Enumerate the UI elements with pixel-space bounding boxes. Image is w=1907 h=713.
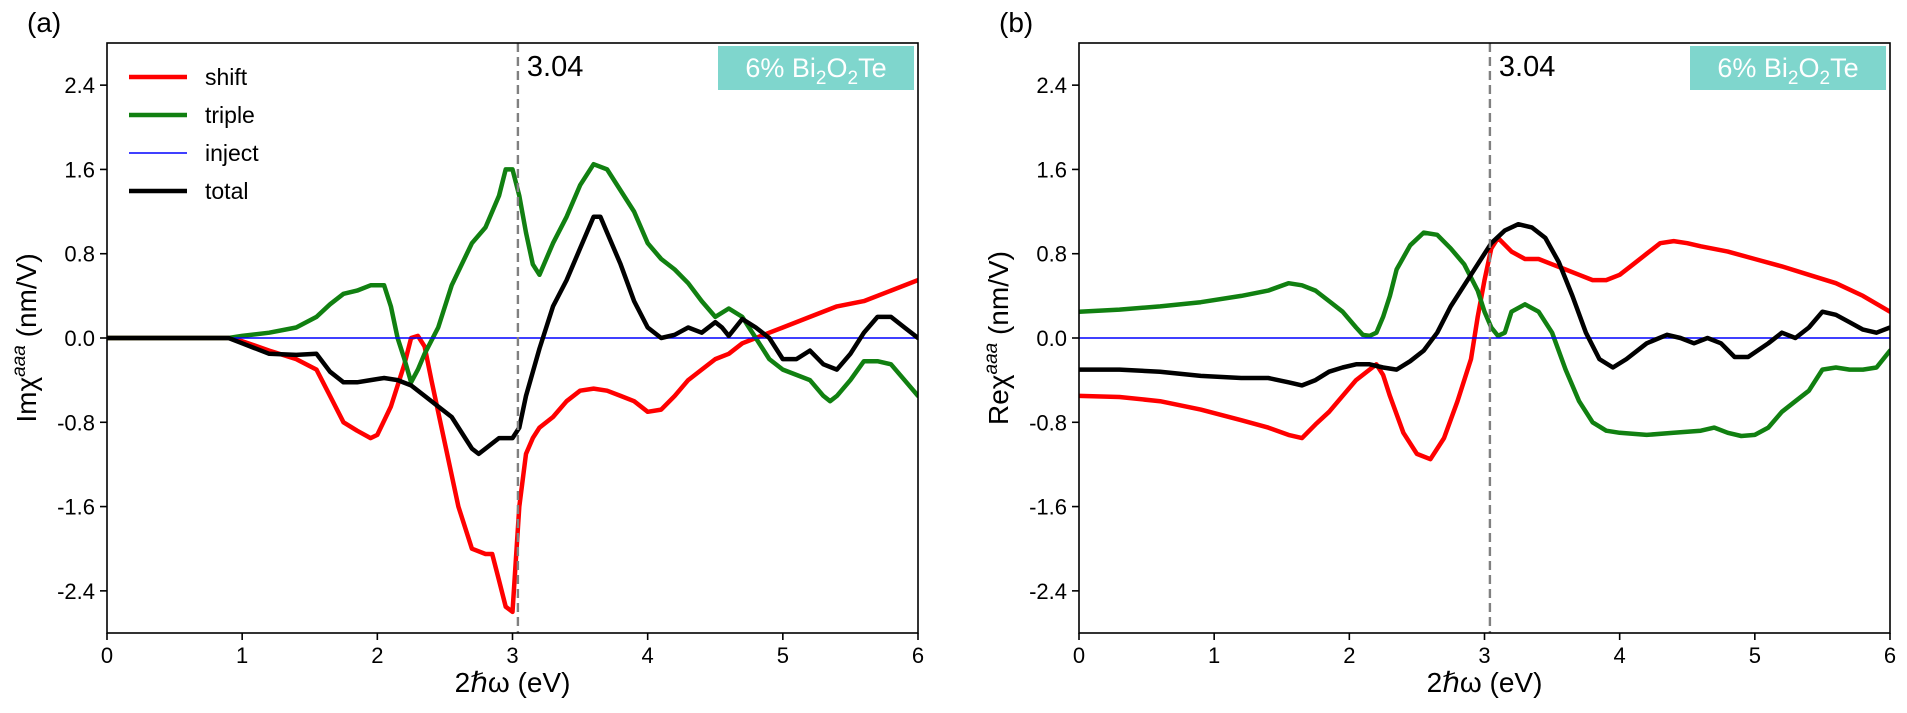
y-axis-label-unit: (nm/V)	[983, 251, 1014, 343]
panel-label: (b)	[999, 7, 1033, 38]
badge-text: 6% Bi2O2Te	[1717, 53, 1858, 89]
x-tick-label: 4	[642, 643, 654, 668]
panel-a: 0 1 2 3 4 5 6 -2.4 -1.6 -0.8 0.0 0.8 1.6 2.4 3.04 6% Bi…	[9, 7, 924, 698]
badge-background	[718, 46, 914, 90]
y-tick-label: 0.0	[1036, 326, 1067, 351]
y-tick-label: 2.4	[64, 73, 95, 98]
y-tick-label: 0.8	[64, 242, 95, 267]
series-group	[107, 161, 918, 615]
y-tick-label: -2.4	[57, 579, 95, 604]
x-axis-label: 2ℏω (eV)	[455, 667, 571, 698]
badge-prefix: 6% Bi	[745, 53, 816, 83]
vline-label: 3.04	[1499, 51, 1555, 83]
badge-suffix: Te	[858, 53, 887, 83]
badge-middle: O	[827, 53, 848, 83]
badge-middle: O	[1799, 53, 1820, 83]
y-axis-label-unit: (nm/V)	[11, 253, 42, 345]
y-axis-label: Reχaaa (nm/V)	[981, 251, 1014, 425]
x-tick-label: 2	[1343, 643, 1355, 668]
series-shift-line	[107, 277, 918, 615]
y-tick-label: 2.4	[1036, 73, 1067, 98]
x-tick-label: 5	[777, 643, 789, 668]
badge-background	[1690, 46, 1886, 90]
y-tick-label: 0.8	[1036, 242, 1067, 267]
x-tick-label: 1	[1208, 643, 1220, 668]
y-tick-label: -2.4	[1029, 579, 1067, 604]
legend-label-total: total	[205, 178, 248, 204]
badge-subscript: 2	[848, 68, 859, 89]
panel-label: (a)	[27, 7, 61, 38]
x-tick-label: 3	[506, 643, 518, 668]
x-tick-label: 6	[1884, 643, 1896, 668]
y-tick-label: -1.6	[57, 495, 95, 520]
x-tick-label: 5	[1749, 643, 1761, 668]
x-axis-label: 2ℏω (eV)	[1427, 667, 1543, 698]
badge-text: 6% Bi2O2Te	[745, 53, 886, 89]
badge-prefix: 6% Bi	[1717, 53, 1788, 83]
y-tick-label: -1.6	[1029, 495, 1067, 520]
series-total-line	[1079, 221, 1890, 388]
badge-subscript: 2	[816, 68, 827, 89]
y-axis-label-main: Imχ	[11, 377, 42, 423]
series-total-line	[107, 214, 918, 457]
legend-label-shift: shift	[205, 64, 248, 90]
x-tick-label: 3	[1478, 643, 1490, 668]
series-shift-line	[1079, 235, 1890, 462]
y-tick-label: 1.6	[64, 157, 95, 182]
x-tick-label: 2	[371, 643, 383, 668]
y-tick-label: -0.8	[1029, 410, 1067, 435]
series-group	[1079, 221, 1890, 462]
y-axis-label-main: Reχ	[983, 374, 1014, 425]
badge-suffix: Te	[1830, 53, 1859, 83]
series-triple-line	[107, 161, 918, 404]
y-axis-label-superscript: aaa	[9, 345, 30, 377]
y-tick-label: -0.8	[57, 410, 95, 435]
x-tick-label: 6	[912, 643, 924, 668]
legend-label-inject: inject	[205, 140, 259, 166]
x-tick-label: 4	[1614, 643, 1626, 668]
badge-subscript: 2	[1820, 68, 1831, 89]
y-tick-label: 0.0	[64, 326, 95, 351]
legend: shift triple inject total	[129, 64, 259, 204]
x-tick-label: 0	[1073, 643, 1085, 668]
panel-b: 0 1 2 3 4 5 6 -2.4 -1.6 -0.8 0.0 0.8 1.6 2.4 3.04 6% Bi…	[981, 7, 1896, 698]
y-tick-label: 1.6	[1036, 157, 1067, 182]
y-axis-label-superscript: aaa	[981, 343, 1002, 375]
badge-subscript: 2	[1788, 68, 1799, 89]
plot-frame	[1078, 42, 1891, 634]
legend-label-triple: triple	[205, 102, 255, 128]
vline-label: 3.04	[527, 51, 583, 83]
y-axis-label: Imχaaa (nm/V)	[9, 253, 42, 422]
x-tick-label: 1	[236, 643, 248, 668]
x-tick-label: 0	[101, 643, 113, 668]
series-triple-line	[1079, 230, 1890, 439]
plot-frame	[106, 42, 919, 634]
